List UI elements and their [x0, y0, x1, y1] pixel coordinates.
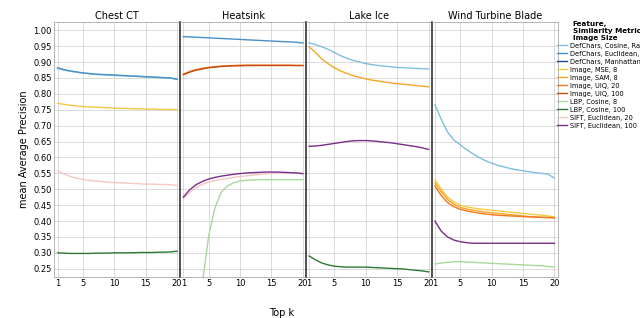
Title: Heatsink: Heatsink	[221, 11, 264, 22]
Y-axis label: mean Average Precision: mean Average Precision	[19, 91, 29, 208]
Title: Wind Turbine Blade: Wind Turbine Blade	[447, 11, 542, 22]
Title: Lake Ice: Lake Ice	[349, 11, 389, 22]
Legend: DefChars, Cosine, Raw, DefChars, Euclidean, Raw, DefChars, Manhattan, Raw, Image: DefChars, Cosine, Raw, DefChars, Euclide…	[554, 18, 640, 131]
Text: Top k: Top k	[269, 308, 294, 318]
Title: Chest CT: Chest CT	[95, 11, 139, 22]
